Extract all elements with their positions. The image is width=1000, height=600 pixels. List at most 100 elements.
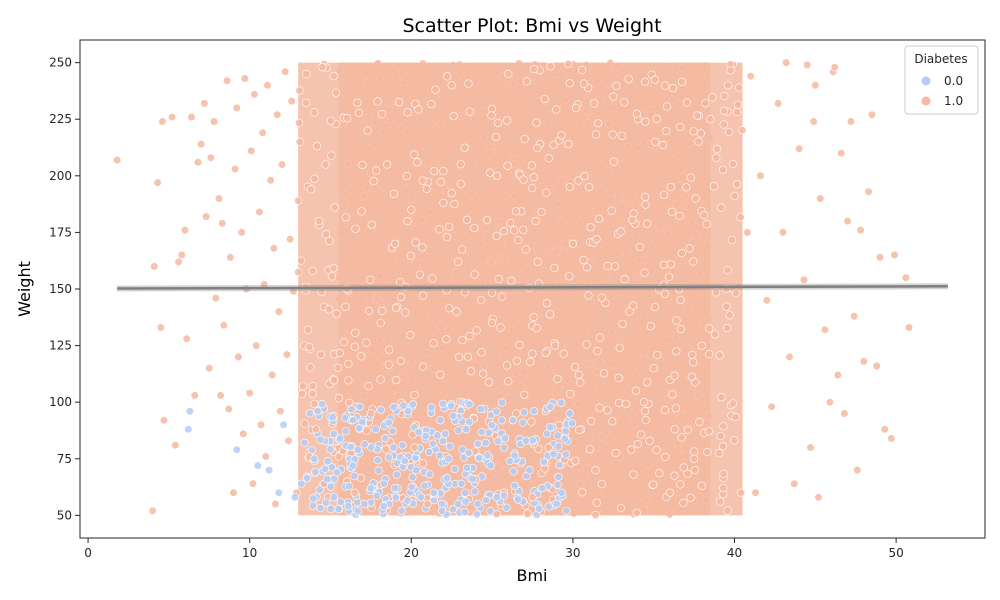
scatter-point xyxy=(232,445,241,454)
scatter-point xyxy=(353,98,362,107)
scatter-point xyxy=(731,412,740,422)
scatter-point xyxy=(477,296,486,305)
scatter-point xyxy=(508,416,518,425)
scatter-point xyxy=(358,160,367,170)
scatter-point xyxy=(294,268,303,277)
scatter-point xyxy=(384,360,393,369)
scatter-point xyxy=(226,253,235,262)
scatter-point xyxy=(347,405,356,414)
scatter-point xyxy=(544,443,553,452)
marks-layer xyxy=(113,58,948,520)
scatter-point xyxy=(677,433,686,442)
scatter-point xyxy=(546,402,555,411)
scatter-point xyxy=(308,389,317,398)
scatter-point xyxy=(326,504,335,514)
scatter-point xyxy=(388,427,397,436)
scatter-point xyxy=(603,406,612,415)
y-tick-label: 50 xyxy=(57,508,72,522)
scatter-point xyxy=(265,466,274,475)
scatter-point xyxy=(571,103,581,112)
scatter-point xyxy=(505,456,515,466)
scatter-point xyxy=(701,99,710,108)
series-1.0 xyxy=(113,58,914,515)
scatter-point xyxy=(650,75,660,84)
scatter-point xyxy=(445,222,454,231)
scatter-point xyxy=(406,251,415,260)
scatter-point xyxy=(507,276,516,285)
scatter-point xyxy=(565,409,574,418)
scatter-point xyxy=(444,454,453,463)
scatter-point xyxy=(830,63,839,72)
scatter-point xyxy=(318,400,327,409)
scatter-point xyxy=(503,116,512,125)
scatter-point xyxy=(599,369,609,378)
scatter-point xyxy=(329,72,338,81)
scatter-point xyxy=(465,417,474,426)
scatter-point xyxy=(689,127,698,136)
scatter-point xyxy=(442,232,452,242)
scatter-point xyxy=(210,117,219,126)
scatter-point xyxy=(591,130,601,139)
scatter-point xyxy=(325,236,334,245)
scatter-point xyxy=(332,468,342,477)
scatter-point xyxy=(240,74,249,83)
scatter-point xyxy=(582,263,592,272)
scatter-point xyxy=(557,488,566,497)
scatter-point xyxy=(682,183,691,192)
scatter-point xyxy=(391,493,401,502)
scatter-point xyxy=(773,99,783,108)
scatter-point xyxy=(343,113,352,123)
scatter-point xyxy=(211,294,220,303)
scatter-point xyxy=(303,474,312,483)
scatter-point xyxy=(336,497,345,507)
scatter-point xyxy=(464,79,473,88)
scatter-point xyxy=(465,107,474,116)
scatter-point xyxy=(687,372,696,381)
scatter-point xyxy=(308,381,317,391)
scatter-point xyxy=(846,117,856,126)
scatter-point xyxy=(549,140,558,149)
scatter-point xyxy=(239,429,248,439)
scatter-point xyxy=(538,484,547,493)
scatter-point xyxy=(454,499,463,509)
scatter-point xyxy=(482,495,491,505)
scatter-point xyxy=(346,443,355,452)
scatter-point xyxy=(725,311,734,320)
y-tick-label: 175 xyxy=(49,225,72,239)
scatter-point xyxy=(406,331,415,340)
scatter-point xyxy=(428,439,438,448)
scatter-point xyxy=(421,432,430,441)
scatter-point xyxy=(250,90,259,99)
scatter-point xyxy=(603,261,612,271)
scatter-point xyxy=(692,111,702,120)
scatter-point xyxy=(529,407,539,416)
scatter-point xyxy=(541,348,550,357)
scatter-point xyxy=(639,397,649,407)
scatter-point xyxy=(389,443,398,452)
scatter-point xyxy=(651,137,660,146)
scatter-point xyxy=(401,308,410,317)
scatter-point xyxy=(816,194,825,203)
scatter-point xyxy=(411,238,420,247)
scatter-point xyxy=(502,503,511,512)
scatter-point xyxy=(277,160,287,169)
scatter-point xyxy=(458,245,467,254)
scatter-point xyxy=(252,341,261,350)
scatter-point xyxy=(447,81,456,90)
scatter-point xyxy=(584,291,593,300)
scatter-point xyxy=(460,143,469,152)
scatter-point xyxy=(415,270,424,279)
scatter-point xyxy=(716,431,725,441)
scatter-point xyxy=(688,350,697,360)
y-tick-label: 150 xyxy=(49,282,72,296)
scatter-point xyxy=(214,194,224,203)
scatter-point xyxy=(403,496,412,505)
scatter-point xyxy=(544,154,553,163)
scatter-point xyxy=(156,323,165,332)
scatter-point xyxy=(527,161,536,170)
scatter-point xyxy=(308,501,318,510)
scatter-point xyxy=(354,108,364,117)
scatter-point xyxy=(433,431,442,440)
scatter-point xyxy=(595,333,605,342)
scatter-point xyxy=(712,144,722,153)
